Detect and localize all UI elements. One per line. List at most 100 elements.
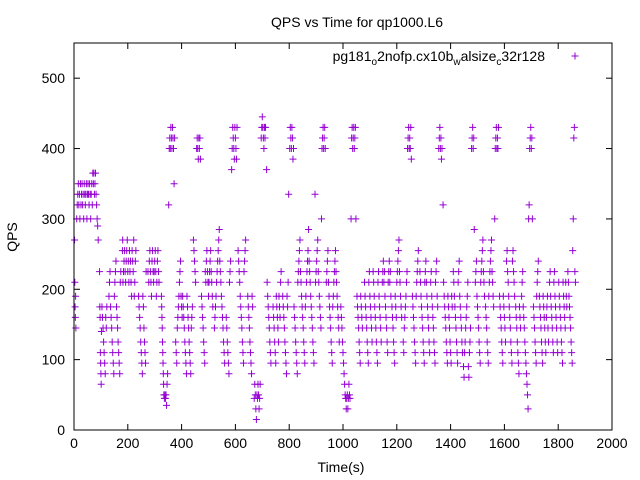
data-point: [261, 134, 269, 142]
data-point: [295, 257, 303, 265]
data-point: [400, 349, 408, 357]
data-point: [301, 359, 309, 367]
data-point: [338, 324, 346, 332]
data-point: [290, 145, 298, 153]
data-point: [508, 257, 516, 265]
data-point: [315, 278, 323, 286]
data-point: [283, 370, 291, 378]
data-point: [509, 247, 517, 255]
data-point: [430, 338, 438, 346]
data-point: [478, 247, 486, 255]
data-point: [434, 303, 442, 311]
data-point: [542, 349, 550, 357]
data-point: [327, 324, 335, 332]
data-point: [291, 324, 299, 332]
data-point: [352, 215, 360, 223]
data-point: [409, 313, 417, 321]
data-point: [532, 359, 540, 367]
data-point: [93, 201, 101, 209]
data-point: [93, 215, 101, 223]
data-point: [168, 123, 176, 131]
data-point: [511, 292, 519, 300]
data-point: [236, 292, 244, 300]
data-point: [409, 303, 417, 311]
chart-title: QPS vs Time for qp1000.L6: [271, 14, 443, 30]
data-point: [101, 359, 109, 367]
data-point: [107, 303, 115, 311]
data-point: [176, 268, 184, 276]
data-point: [305, 257, 313, 265]
data-point: [201, 359, 209, 367]
data-point: [569, 247, 577, 255]
data-point: [376, 313, 384, 321]
data-point: [381, 292, 389, 300]
data-point: [568, 359, 576, 367]
data-point: [429, 313, 437, 321]
data-point: [503, 257, 511, 265]
data-point: [225, 278, 233, 286]
data-point: [339, 349, 347, 357]
data-point: [382, 313, 390, 321]
data-point: [400, 324, 408, 332]
data-point: [274, 338, 282, 346]
data-point: [447, 359, 455, 367]
data-point: [163, 401, 171, 409]
data-point: [215, 236, 223, 244]
data-point: [172, 349, 180, 357]
data-point: [195, 145, 203, 153]
data-point: [490, 303, 498, 311]
data-point: [394, 247, 402, 255]
data-point: [510, 278, 518, 286]
data-point: [206, 257, 214, 265]
data-point: [274, 324, 282, 332]
data-point: [280, 324, 288, 332]
data-point: [475, 324, 483, 332]
data-point: [410, 324, 418, 332]
data-point: [396, 278, 404, 286]
data-point: [282, 359, 290, 367]
data-point: [484, 349, 492, 357]
data-point: [569, 215, 577, 223]
data-point: [295, 247, 303, 255]
data-point: [345, 380, 353, 388]
data-point: [110, 292, 118, 300]
data-point: [437, 134, 445, 142]
data-point: [565, 292, 573, 300]
x-tick-label: 1000: [327, 435, 358, 451]
data-point: [337, 303, 345, 311]
data-point: [470, 134, 478, 142]
data-point: [92, 190, 100, 198]
data-point: [190, 247, 198, 255]
data-point: [187, 324, 195, 332]
data-point: [454, 359, 462, 367]
data-point: [224, 349, 232, 357]
data-point: [570, 123, 578, 131]
data-point: [235, 257, 243, 265]
data-point: [188, 303, 196, 311]
legend-marker: [571, 52, 579, 60]
data-point: [116, 370, 124, 378]
data-point: [373, 359, 381, 367]
data-point: [337, 313, 345, 321]
data-point: [248, 370, 256, 378]
data-point: [141, 349, 149, 357]
data-point: [285, 190, 293, 198]
data-point: [296, 236, 304, 244]
data-point: [469, 145, 477, 153]
x-tick-label: 600: [224, 435, 248, 451]
data-point: [528, 134, 536, 142]
data-point: [418, 303, 426, 311]
data-point: [218, 303, 226, 311]
y-tick-label: 200: [42, 281, 66, 297]
data-point: [568, 349, 576, 357]
data-point: [223, 324, 231, 332]
data-point: [260, 145, 268, 153]
data-point: [115, 349, 123, 357]
data-point: [422, 257, 430, 265]
data-point: [226, 268, 234, 276]
data-point: [524, 405, 532, 413]
data-point: [406, 134, 414, 142]
data-point: [232, 145, 240, 153]
data-point: [519, 303, 527, 311]
data-point: [386, 278, 394, 286]
